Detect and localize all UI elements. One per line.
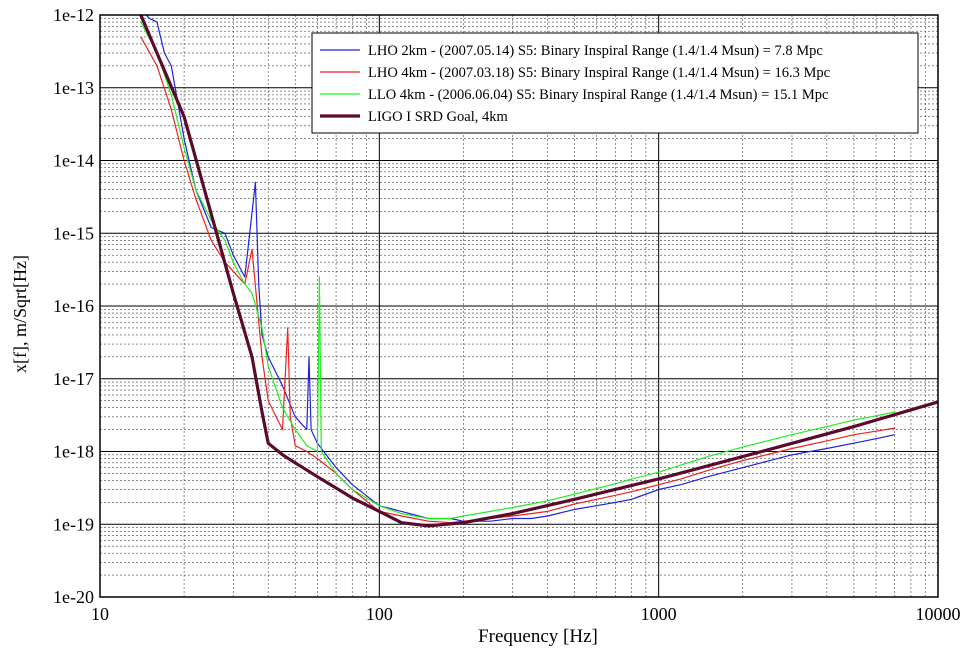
y-axis-label: x[f], m/Sqrt[Hz]	[10, 255, 30, 373]
series-layer	[139, 15, 938, 528]
y-tick-label: 1e-13	[53, 78, 94, 98]
x-tick-label: 100	[366, 604, 393, 624]
y-tick-label: 1e-20	[53, 587, 94, 607]
y-tick-label: 1e-15	[53, 223, 94, 243]
y-tick-label: 1e-18	[53, 442, 94, 462]
tick-labels: 10 100 1000 10000 1e-20 1e-19 1e-18 1e-17 1e-16 1…	[53, 5, 960, 624]
y-tick-label: 1e-14	[53, 151, 94, 171]
y-tick-label: 1e-19	[53, 514, 94, 534]
plot-frame	[99, 14, 939, 598]
legend-entry: LIGO I SRD Goal, 4km	[368, 109, 508, 125]
legend-box	[311, 32, 919, 134]
x-tick-label: 10	[91, 604, 109, 624]
series-line-3	[140, 21, 895, 520]
legend-entry: LHO 2km - (2007.05.14) S5: Binary Inspir…	[368, 43, 823, 59]
series-line-2	[140, 36, 895, 524]
y-tick-label: 1e-17	[53, 369, 94, 389]
x-tick-label: 10000	[916, 604, 961, 624]
series-line-4	[139, 15, 938, 528]
x-tick-label: 1000	[641, 604, 677, 624]
legend: LHO 2km - (2007.05.14) S5: Binary Inspir…	[311, 32, 919, 134]
legend-entry: LHO 4km - (2007.03.18) S5: Binary Inspir…	[368, 65, 830, 81]
y-tick-label: 1e-12	[53, 5, 94, 25]
legend-entry: LLO 4km - (2006.06.04) S5: Binary Inspir…	[368, 87, 828, 103]
y-tick-label: 1e-16	[53, 296, 94, 316]
x-axis-label: Frequency [Hz]	[478, 626, 598, 647]
